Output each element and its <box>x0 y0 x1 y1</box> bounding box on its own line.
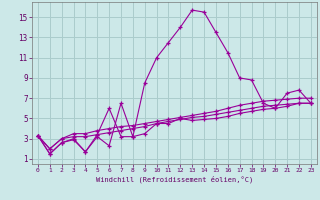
X-axis label: Windchill (Refroidissement éolien,°C): Windchill (Refroidissement éolien,°C) <box>96 176 253 183</box>
